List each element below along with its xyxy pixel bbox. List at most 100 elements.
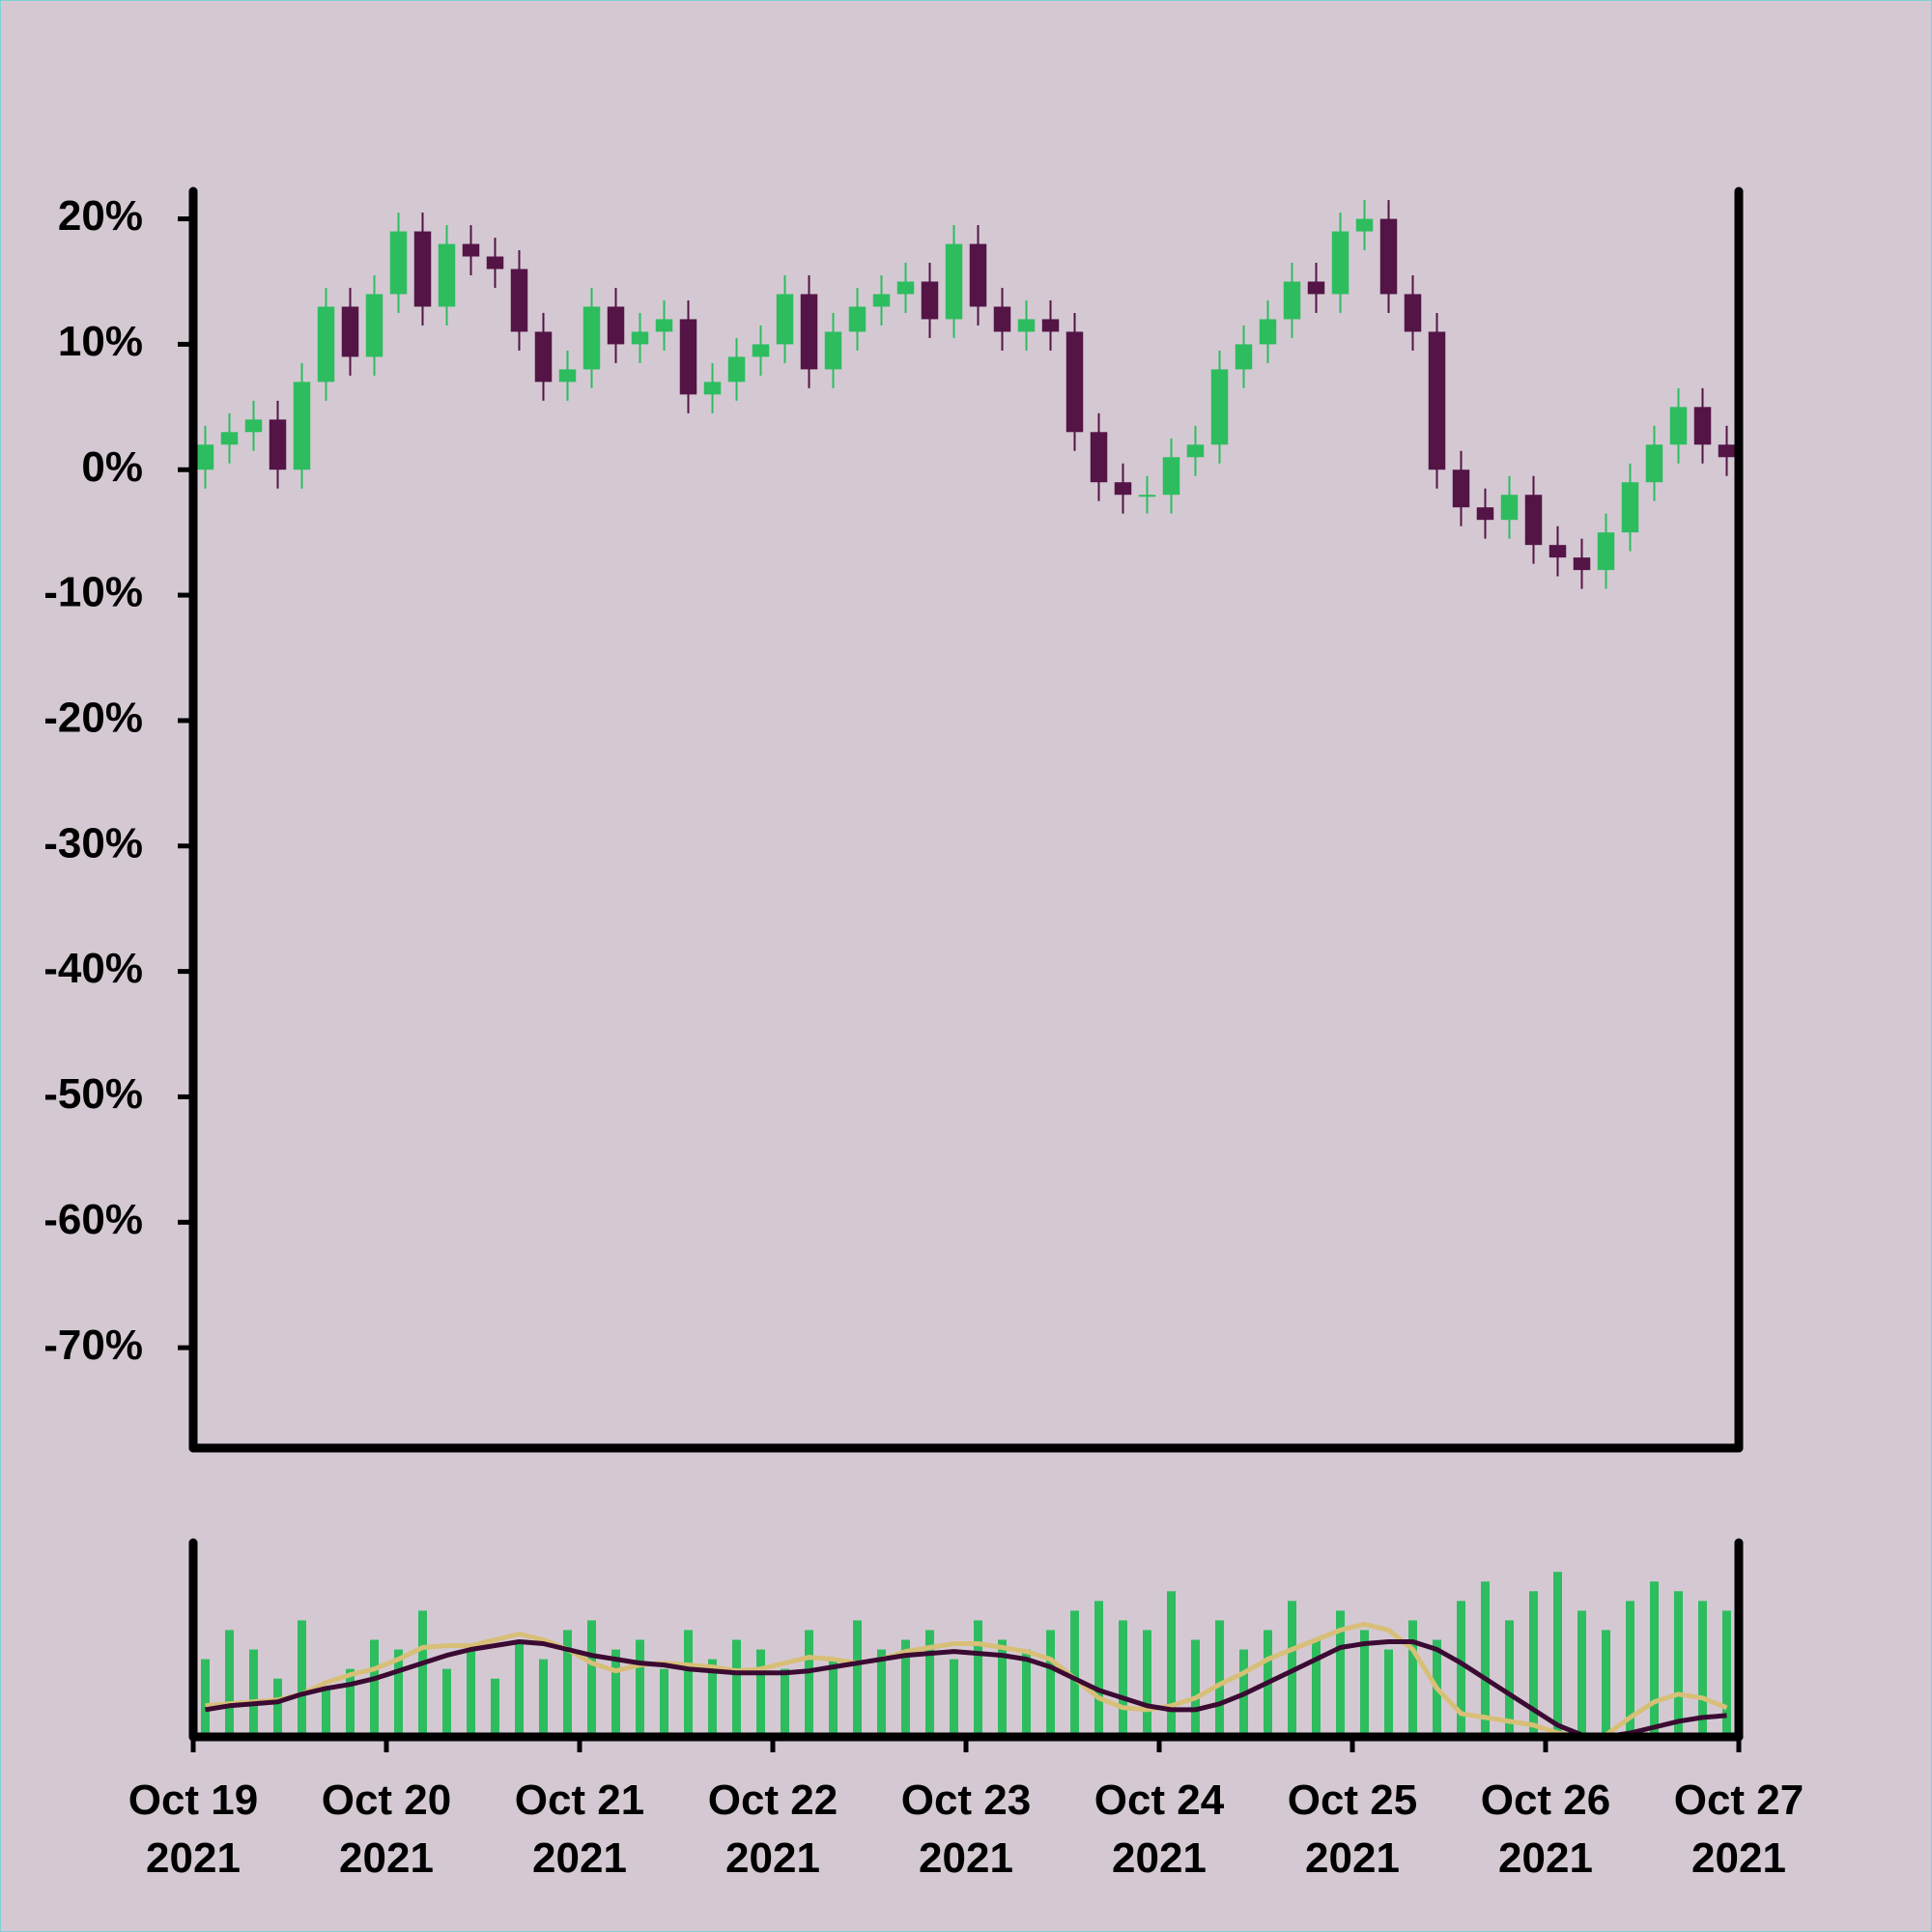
candle-body — [293, 382, 311, 470]
candle-body — [1476, 507, 1494, 521]
volume-bar — [1457, 1601, 1465, 1737]
volume-bar — [829, 1659, 838, 1737]
candle-body — [1162, 457, 1180, 496]
volume-bar — [1312, 1639, 1321, 1737]
candle-body — [438, 243, 456, 307]
candle-body — [727, 356, 746, 383]
volume-bar — [853, 1620, 862, 1737]
candle-body — [582, 306, 601, 370]
candle-body — [1210, 369, 1229, 445]
candle-body — [1404, 294, 1422, 332]
x-tick-label: Oct 27 2021 — [1674, 1776, 1804, 1882]
candle-body — [1500, 495, 1519, 521]
volume-bar — [1481, 1581, 1490, 1737]
x-tick-label: Oct 20 2021 — [322, 1776, 452, 1882]
volume-bar — [1143, 1630, 1151, 1737]
candle-body — [1041, 319, 1060, 332]
candle-body — [1645, 444, 1663, 483]
x-tick-label-line: 2021 — [1498, 1834, 1593, 1882]
x-tick-label-line: Oct 24 — [1094, 1776, 1225, 1824]
x-tick-label: Oct 23 2021 — [901, 1776, 1032, 1882]
x-tick-label-line: Oct 26 — [1481, 1776, 1611, 1824]
candle-body — [993, 306, 1011, 332]
volume-bar — [998, 1639, 1007, 1737]
volume-bar — [974, 1620, 982, 1737]
candle-body — [1621, 482, 1639, 533]
candle-body — [1283, 281, 1301, 320]
candle-body — [1017, 319, 1036, 332]
x-tick-label-line: Oct 21 — [515, 1776, 645, 1824]
x-tick-label-line: Oct 25 — [1288, 1776, 1418, 1824]
volume-bar — [1650, 1581, 1659, 1737]
volume-bar — [1505, 1620, 1514, 1737]
volume-bar — [1626, 1601, 1634, 1737]
y-tick-label: -20% — [43, 695, 143, 742]
candle-body — [1693, 407, 1712, 445]
candle-body — [1379, 218, 1398, 295]
volume-bar — [1674, 1591, 1683, 1737]
candle-body — [462, 243, 480, 257]
volume-bar — [1602, 1630, 1610, 1737]
candle-body — [365, 294, 384, 357]
x-tick-label-line: 2021 — [1305, 1834, 1400, 1882]
candle-body — [1597, 532, 1615, 571]
x-tick-label: Oct 24 2021 — [1094, 1776, 1225, 1882]
candle-body — [921, 281, 939, 320]
volume-bar — [1360, 1630, 1369, 1737]
y-tick-label: -30% — [43, 819, 143, 867]
x-tick-label: Oct 26 2021 — [1481, 1776, 1611, 1882]
volume-bar — [756, 1649, 765, 1737]
volume-bar — [273, 1678, 282, 1737]
candle-body — [969, 243, 987, 307]
candle-body — [1669, 407, 1688, 445]
candle-body — [534, 331, 553, 383]
volume-bar — [346, 1668, 355, 1737]
x-tick-label-line: 2021 — [146, 1834, 241, 1882]
volume-average-line — [205, 1621, 1728, 1740]
volume-bar — [1408, 1620, 1417, 1737]
volume-average-line — [205, 1639, 1727, 1740]
candle-body — [510, 269, 528, 332]
volume-bar — [1553, 1572, 1562, 1737]
candle-body — [317, 306, 335, 383]
candle-body — [631, 331, 649, 345]
volume-bar — [901, 1639, 910, 1737]
candle-body — [1524, 495, 1543, 546]
candle-body — [1548, 545, 1567, 558]
volume-bar — [1215, 1620, 1224, 1737]
candle-body — [1065, 331, 1084, 433]
volume-bar — [611, 1649, 620, 1737]
volume-bar — [925, 1630, 934, 1737]
candle-body — [703, 382, 722, 395]
volume-bar — [708, 1659, 717, 1737]
x-tick-label-line: Oct 27 — [1674, 1776, 1804, 1824]
candle-body — [1718, 444, 1736, 458]
candle-body — [1090, 432, 1108, 483]
candle-body — [389, 231, 408, 295]
volume-bar — [732, 1639, 741, 1737]
volume-bar — [805, 1630, 813, 1737]
volume-bar — [298, 1620, 306, 1737]
candle-body — [655, 319, 673, 332]
volume-bar — [1046, 1630, 1055, 1737]
candle-body — [824, 331, 842, 370]
candle-body — [558, 369, 577, 383]
candle-body — [607, 306, 625, 345]
candle-body — [269, 419, 287, 470]
volume-bar — [1191, 1639, 1200, 1737]
candle-body — [196, 444, 214, 470]
candle-body — [776, 294, 794, 345]
candle-body — [752, 344, 770, 357]
x-tick-label-line: 2021 — [1691, 1834, 1786, 1882]
volume-bar — [563, 1630, 572, 1737]
candle-body — [220, 432, 239, 445]
y-tick-label: -60% — [43, 1196, 143, 1243]
x-tick-label-line: Oct 23 — [901, 1776, 1032, 1824]
x-tick-label-line: Oct 19 — [128, 1776, 259, 1824]
candle-body — [1259, 319, 1277, 345]
candle-body — [244, 419, 263, 433]
volume-bar — [539, 1659, 548, 1737]
volume-bar — [1698, 1601, 1707, 1737]
volume-bar — [1577, 1610, 1586, 1737]
